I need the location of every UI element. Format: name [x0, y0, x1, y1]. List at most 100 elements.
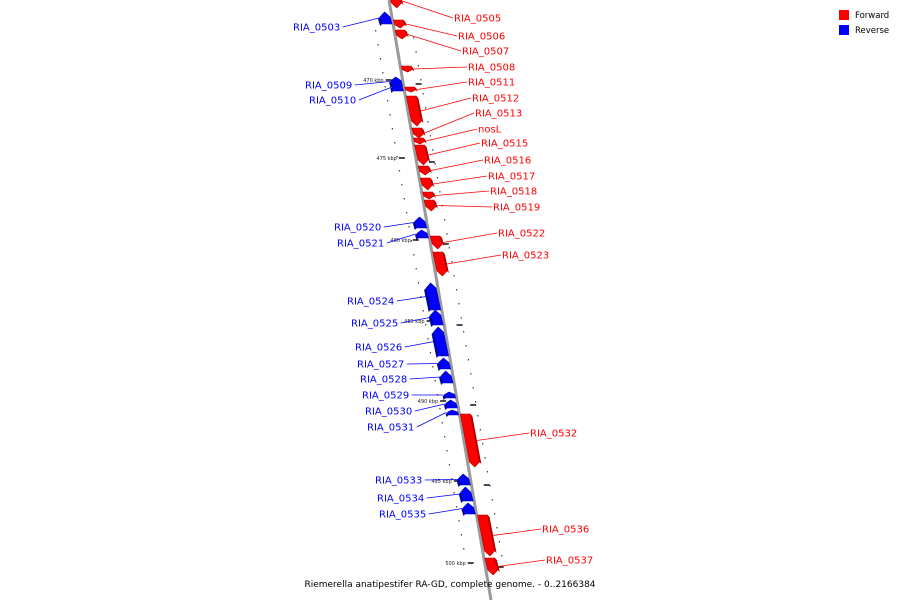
gene-shape[interactable]	[404, 86, 416, 93]
gene-shape[interactable]	[423, 199, 437, 212]
gene-shape[interactable]	[400, 65, 413, 73]
gene-label[interactable]: RIA_0530	[365, 407, 412, 418]
gene-label[interactable]: RIA_0526	[355, 343, 402, 354]
gene-shape[interactable]	[447, 409, 459, 416]
gene-label[interactable]: RIA_0513	[475, 109, 522, 120]
gene-shape[interactable]	[417, 165, 431, 176]
gene-label[interactable]: nosL	[478, 125, 502, 136]
gene-label[interactable]: RIA_0506	[458, 32, 505, 43]
gene-ria_0507[interactable]: RIA_0507	[394, 29, 509, 58]
gene-ria_0537[interactable]: RIA_0537	[484, 556, 593, 576]
gene-label[interactable]: RIA_0511	[468, 78, 515, 89]
gene-shape[interactable]	[405, 95, 422, 127]
gene-shape[interactable]	[484, 557, 499, 576]
gene-shape[interactable]	[444, 391, 457, 399]
gene-ria_0515[interactable]: RIA_0515	[414, 139, 529, 166]
gene-label[interactable]: RIA_0521	[337, 239, 384, 250]
gene-label[interactable]: RIA_0523	[502, 251, 549, 262]
gene-shape[interactable]	[425, 282, 442, 311]
gene-shape[interactable]	[379, 11, 393, 25]
gene-label[interactable]: RIA_0531	[367, 423, 414, 434]
gene-ria_0525[interactable]: RIA_0525	[351, 309, 444, 330]
gene-label[interactable]: RIA_0532	[530, 429, 577, 440]
gene-ria_0531[interactable]: RIA_0531	[367, 409, 459, 434]
gene-shape[interactable]	[391, 83, 404, 92]
gene-ria_0528[interactable]: RIA_0528	[360, 370, 454, 386]
gene-ria_0533[interactable]: RIA_0533	[375, 473, 471, 487]
gene-ria_0536[interactable]: RIA_0536	[477, 514, 590, 557]
gene-label[interactable]: RIA_0518	[490, 187, 537, 198]
gene-ria_0503[interactable]: RIA_0503	[293, 11, 393, 34]
gene-ria_0522[interactable]: RIA_0522	[429, 229, 545, 250]
gene-shape[interactable]	[463, 502, 476, 515]
gene-shape[interactable]	[416, 229, 429, 239]
gene-label[interactable]: RIA_0512	[472, 94, 519, 105]
gene-shape[interactable]	[414, 144, 429, 166]
gene-label[interactable]: RIA_0529	[362, 391, 409, 402]
gene-label[interactable]: RIA_0508	[468, 63, 515, 74]
gene-ria_0520[interactable]: RIA_0520	[334, 216, 428, 234]
gene-shape[interactable]	[438, 357, 452, 370]
gene-label[interactable]: RIA_0505	[454, 14, 501, 25]
gene-label[interactable]: RIA_0537	[546, 556, 593, 567]
gene-ria_0509[interactable]: RIA_0509	[305, 76, 404, 92]
gene-label[interactable]: RIA_0507	[462, 47, 509, 58]
gene-shape[interactable]	[411, 127, 424, 139]
gene-shape[interactable]	[477, 514, 495, 557]
gene-ria_0524[interactable]: RIA_0524	[347, 282, 442, 312]
gene-ria_0510[interactable]: RIA_0510	[309, 83, 404, 107]
gene-shape[interactable]	[389, 0, 402, 9]
gene-ria_0523[interactable]: RIA_0523	[432, 251, 549, 277]
gene-shape[interactable]	[445, 399, 458, 409]
gene-label[interactable]: RIA_0534	[377, 494, 424, 505]
gene-ria_0526[interactable]: RIA_0526	[355, 326, 449, 358]
gene-ria_0519[interactable]: RIA_0519	[423, 199, 540, 214]
gene-shape[interactable]	[419, 177, 433, 191]
gene-label[interactable]: RIA_0536	[542, 525, 589, 536]
gene-shape[interactable]	[458, 473, 471, 486]
gene-label[interactable]: RIA_0533	[375, 476, 422, 487]
gene-label[interactable]: RIA_0524	[347, 297, 394, 308]
gene-ria_0511[interactable]: RIA_0511	[404, 78, 515, 93]
gene-label[interactable]: RIA_0522	[498, 229, 545, 240]
gene-label[interactable]: RIA_0528	[360, 375, 407, 386]
gene-label[interactable]: RIA_0515	[481, 139, 528, 150]
gene-ria_0535[interactable]: RIA_0535	[379, 502, 476, 521]
gene-ria_0518[interactable]: RIA_0518	[422, 187, 538, 200]
gene-label[interactable]: RIA_0519	[493, 203, 540, 214]
gene-ria_0517[interactable]: RIA_0517	[419, 172, 535, 191]
gene-ria_0516[interactable]: RIA_0516	[417, 156, 531, 176]
gene-label[interactable]: RIA_0516	[484, 156, 531, 167]
gene-ria_0508[interactable]: RIA_0508	[400, 63, 515, 74]
gene-ria_0513[interactable]: RIA_0513	[411, 109, 522, 139]
gene-label[interactable]: RIA_0535	[379, 510, 426, 521]
gene-label[interactable]: RIA_0503	[293, 23, 340, 34]
gene-shape[interactable]	[430, 309, 444, 326]
gene-shape[interactable]	[460, 486, 474, 502]
gene-ria_0532[interactable]: RIA_0532	[460, 413, 577, 468]
gene-label[interactable]: RIA_0510	[309, 96, 356, 107]
gene-label[interactable]: RIA_0525	[351, 319, 398, 330]
gene-ria_0529[interactable]: RIA_0529	[362, 391, 457, 402]
gene-ria_0521[interactable]: RIA_0521	[337, 229, 429, 250]
gene-ria_0506[interactable]: RIA_0506	[393, 19, 505, 43]
gene-shape[interactable]	[394, 29, 407, 40]
gene-shape[interactable]	[422, 191, 435, 200]
gene-shape[interactable]	[440, 370, 454, 384]
gene-nosl[interactable]: nosL	[413, 125, 502, 145]
gene-shape[interactable]	[414, 216, 428, 229]
gene-ria_0505[interactable]: RIA_0505	[389, 0, 501, 25]
gene-label[interactable]: RIA_0520	[334, 223, 381, 234]
gene-label[interactable]: RIA_0517	[488, 172, 535, 183]
gene-ria_0527[interactable]: RIA_0527	[357, 357, 452, 371]
gene-ria_0512[interactable]: RIA_0512	[405, 94, 519, 127]
gene-ria_0530[interactable]: RIA_0530	[365, 399, 458, 418]
gene-shape[interactable]	[413, 137, 425, 145]
gene-shape[interactable]	[429, 235, 443, 250]
gene-ria_0534[interactable]: RIA_0534	[377, 486, 474, 505]
gene-shape[interactable]	[433, 326, 449, 357]
gene-shape[interactable]	[460, 413, 480, 468]
gene-label[interactable]: RIA_0527	[357, 360, 404, 371]
gene-shape[interactable]	[432, 251, 448, 277]
